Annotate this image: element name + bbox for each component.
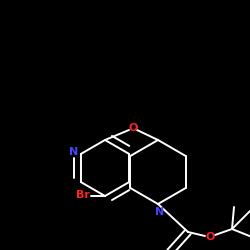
Text: N: N [156, 207, 164, 217]
Text: N: N [69, 147, 78, 157]
Text: Br: Br [76, 190, 90, 200]
Text: O: O [128, 123, 138, 133]
Text: O: O [205, 232, 215, 242]
